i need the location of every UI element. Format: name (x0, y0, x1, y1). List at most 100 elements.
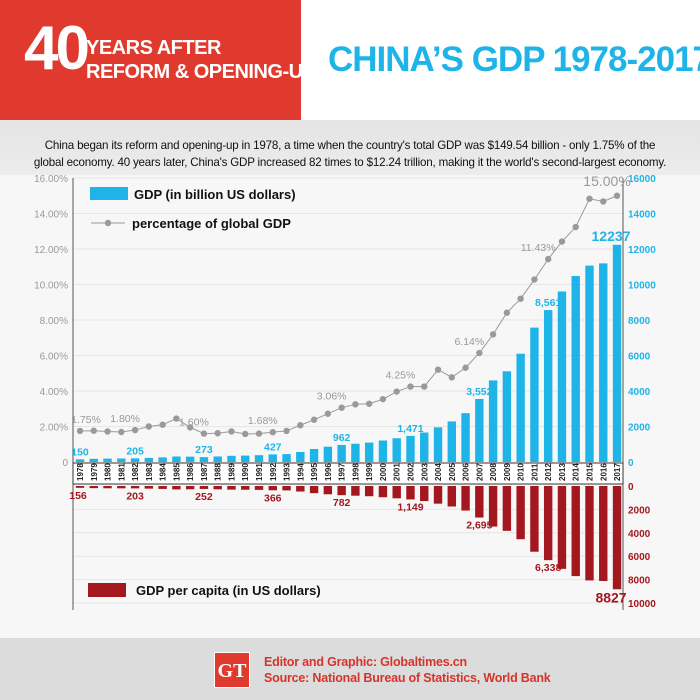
gdp-data-label: 3,552 (466, 386, 492, 398)
title-area (301, 0, 700, 120)
pct-point (476, 349, 483, 357)
right-top-axis-tick: 2000 (628, 423, 651, 434)
pct-point (434, 366, 442, 373)
gdp-bar (420, 432, 429, 462)
per-capita-data-label: 203 (126, 490, 144, 502)
legend-pct-label: percentage of global GDP (132, 216, 291, 231)
right-top-axis-tick: 14000 (628, 210, 656, 221)
gdp-bar (144, 457, 154, 462)
pct-data-label: 15.00% (583, 173, 630, 189)
gdp-bar (364, 442, 374, 462)
pct-point (255, 430, 263, 437)
per-capita-bar (378, 486, 388, 498)
pct-point (186, 424, 194, 431)
gdp-bar (323, 446, 333, 462)
editor-credit: Editor and Graphic: Globaltimes.cn (264, 655, 467, 669)
gdp-bar (447, 421, 456, 462)
gdp-data-label: 12237 (592, 228, 631, 244)
per-capita-bar (530, 486, 539, 552)
pct-point (352, 401, 359, 408)
pct-point (159, 421, 166, 428)
year-label: 2017 (613, 463, 622, 481)
gt-logo: GT (214, 652, 250, 688)
pct-point (297, 422, 304, 429)
year-label: 2004 (434, 463, 443, 481)
year-label: 2005 (448, 463, 457, 481)
pct-point (131, 426, 139, 434)
per-capita-data-label: 252 (195, 491, 213, 503)
left-axis-tick: 16.00% (34, 174, 68, 185)
year-label: 1997 (338, 463, 347, 481)
gdp-bar (406, 435, 415, 462)
per-capita-bar (571, 486, 580, 577)
gdp-bar (351, 443, 360, 462)
pct-point (76, 427, 84, 435)
legend-per-capita-swatch (88, 583, 126, 597)
left-axis-tick: 6.00% (40, 352, 68, 363)
year-label: 1989 (227, 463, 236, 481)
pct-point (310, 416, 318, 423)
per-capita-bar (420, 486, 429, 502)
per-capita-bar (433, 486, 443, 504)
year-label: 2003 (420, 463, 429, 481)
pct-point (489, 331, 497, 338)
pct-point (269, 428, 276, 436)
pct-point (338, 404, 345, 411)
right-bottom-axis-tick: 2000 (628, 505, 651, 516)
year-label: 1999 (365, 463, 374, 481)
year-label: 2007 (475, 463, 484, 481)
year-label: 1993 (283, 463, 292, 481)
year-label: 1978 (76, 463, 85, 481)
gdp-data-label: 427 (264, 441, 282, 453)
year-label: 1981 (117, 463, 126, 481)
year-label: 1990 (241, 463, 250, 481)
right-bottom-axis-tick: 8000 (628, 576, 651, 587)
per-capita-bar (296, 486, 305, 492)
right-bottom-axis-tick: 10000 (628, 599, 656, 610)
gdp-bar (516, 353, 525, 462)
pct-data-label: 1.68% (248, 415, 278, 427)
year-label: 1980 (104, 463, 113, 481)
year-label: 1996 (324, 463, 333, 481)
per-capita-bar (227, 486, 236, 490)
pct-point (365, 400, 373, 407)
per-capita-bar (172, 486, 181, 490)
year-label: 1992 (269, 463, 278, 481)
gdp-bar (612, 244, 622, 462)
gdp-bar (158, 457, 167, 462)
legend-gdp-label: GDP (in billion US dollars) (134, 187, 296, 202)
header-line1: YEARS AFTER (86, 37, 221, 59)
left-axis-tick: 4.00% (40, 387, 68, 398)
year-label: 1984 (159, 463, 168, 481)
per-capita-data-label: 782 (333, 497, 351, 509)
per-capita-bar (158, 486, 167, 489)
gdp-bar (254, 455, 264, 462)
left-axis-tick: 2.00% (40, 423, 68, 434)
pct-point (531, 276, 538, 283)
gdp-chart: 0 2.00% 4.00% 6.00% 8.00% 10.00% 12.00% 14.00% 1… (34, 173, 656, 610)
pct-point (462, 364, 469, 371)
per-capita-bar (585, 486, 594, 581)
pct-point (200, 430, 208, 437)
per-capita-bar (337, 486, 346, 496)
pct-data-label: 1.80% (110, 413, 140, 425)
left-axis-tick: 10.00% (34, 281, 68, 292)
gdp-bar (557, 291, 567, 462)
gdp-bar (309, 448, 319, 462)
gdp-bar (488, 380, 498, 462)
gdp-bar (185, 456, 195, 462)
header-number: 40 (24, 14, 90, 83)
per-capita-bar (599, 486, 608, 581)
right-bottom-axis-tick: 6000 (628, 552, 651, 563)
gdp-bar (241, 455, 250, 462)
pct-data-label: 4.25% (386, 370, 416, 382)
right-top-axis-tick: 6000 (628, 352, 651, 363)
header-line2: REFORM & OPENING-UP (86, 61, 316, 83)
pct-point (173, 415, 180, 422)
pct-line (79, 195, 618, 435)
gdp-bar (543, 310, 553, 462)
gdp-bar (117, 458, 126, 462)
gdp-bar (227, 455, 236, 462)
pct-point (283, 427, 290, 435)
right-top-axis-tick: 8000 (628, 316, 651, 327)
